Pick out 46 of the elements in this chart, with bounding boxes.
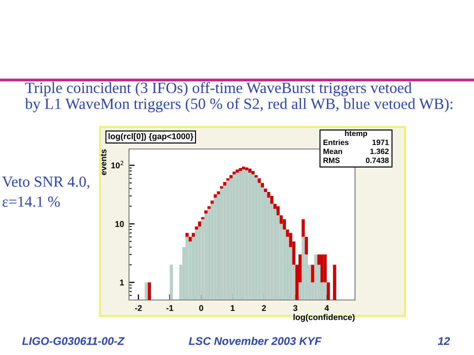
bar: [210, 200, 214, 204]
y-axis-title: events: [100, 149, 106, 176]
bar: [188, 236, 192, 242]
x-axis-title: log(confidence): [294, 314, 355, 322]
bar: [260, 182, 264, 188]
x-tick-label: 3: [293, 305, 298, 311]
y-tick-label: 10: [115, 221, 124, 227]
text: log(rcl[0]) {gap<1000}: [108, 133, 194, 141]
bar: [194, 226, 198, 230]
bar: [216, 191, 220, 194]
bar: [198, 221, 202, 227]
bar: [282, 219, 286, 230]
x-tick-label: -2: [135, 305, 142, 311]
bar: [229, 175, 233, 178]
text: Veto SNR 4.0,: [2, 176, 90, 190]
chart-title: Triple coincident (3 IFOs) off-time WaveBurst triggers vetoed by L1 WaveMon triggers (50 % of S2, red all WB, blue vetoed WB):: [25, 82, 452, 112]
bar: [258, 178, 261, 183]
bar: [186, 232, 189, 237]
bar: [238, 168, 242, 171]
text: LIGO-G030611-00-Z: [22, 337, 125, 345]
x-tick-label: 0: [199, 305, 204, 311]
bar: [248, 168, 252, 173]
bar: [220, 186, 224, 189]
text: LSC November 2003 KYF: [188, 336, 322, 345]
bar: [232, 172, 236, 174]
x-tick-label: 4: [324, 305, 330, 311]
text: 12: [438, 337, 450, 345]
x-tick-label: -1: [166, 305, 174, 311]
x-tick-label: 2: [262, 305, 266, 311]
bar: [223, 182, 226, 186]
y-tick-label: 10$^{2}$: [111, 160, 124, 168]
bar: [214, 194, 217, 198]
y-tick-label: 1: [120, 280, 124, 286]
bar: [245, 167, 248, 170]
bar: [251, 170, 255, 174]
x-tick-label: 1: [230, 305, 235, 311]
bar: [204, 210, 208, 214]
bar: [276, 206, 280, 216]
bar: [192, 232, 195, 237]
bar: [264, 188, 268, 192]
bar: [236, 169, 239, 173]
bar: [302, 219, 305, 237]
bar: [242, 166, 246, 170]
bar: [207, 206, 211, 209]
text: ε=14.1 %: [2, 196, 60, 207]
bar: [270, 196, 274, 204]
